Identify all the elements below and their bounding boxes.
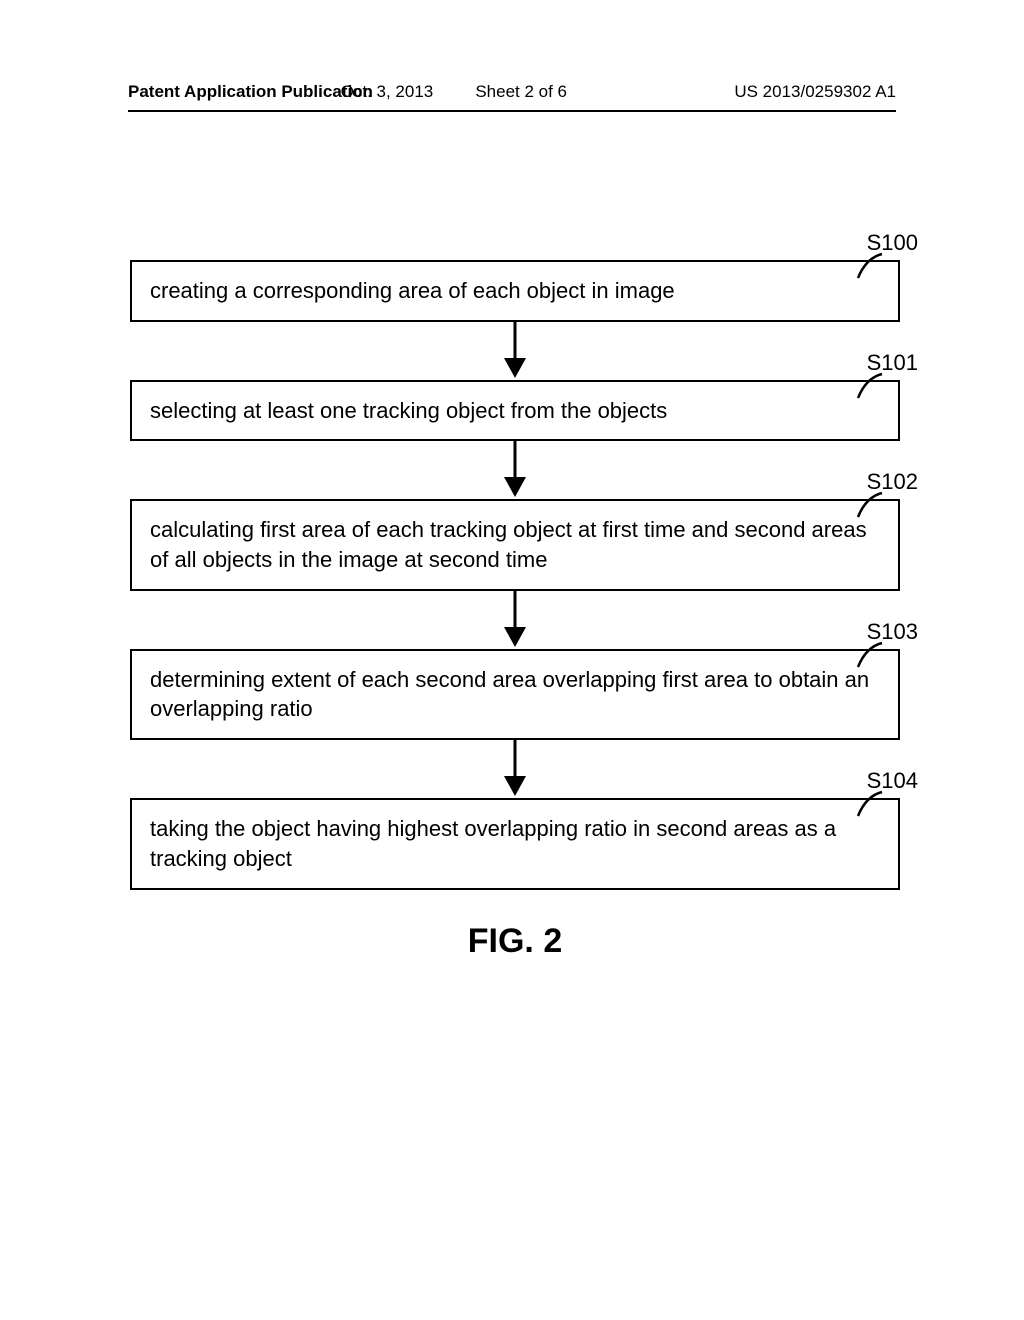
leader-line-icon xyxy=(856,372,884,400)
step-s104: S104 taking the object having highest ov… xyxy=(130,798,900,889)
arrow-head-icon xyxy=(504,627,526,647)
header-divider xyxy=(128,110,896,112)
step-s101: S101 selecting at least one tracking obj… xyxy=(130,380,900,442)
step-box: calculating first area of each tracking … xyxy=(130,499,900,590)
arrow-head-icon xyxy=(504,358,526,378)
step-s102: S102 calculating first area of each trac… xyxy=(130,499,900,590)
flow-arrow xyxy=(130,591,900,649)
leader-line-icon xyxy=(856,491,884,519)
header-sheet: Sheet 2 of 6 xyxy=(475,82,567,102)
figure-caption: FIG. 2 xyxy=(130,922,900,961)
leader-line-icon xyxy=(856,252,884,280)
leader-line-icon xyxy=(856,790,884,818)
step-s100: S100 creating a corresponding area of ea… xyxy=(130,260,900,322)
step-box: creating a corresponding area of each ob… xyxy=(130,260,900,322)
flow-arrow xyxy=(130,740,900,798)
step-box: determining extent of each second area o… xyxy=(130,649,900,740)
header-publication: Patent Application Publication xyxy=(128,82,373,102)
leader-line-icon xyxy=(856,641,884,669)
step-box: taking the object having highest overlap… xyxy=(130,798,900,889)
arrow-head-icon xyxy=(504,477,526,497)
flow-arrow xyxy=(130,441,900,499)
flow-arrow xyxy=(130,322,900,380)
header-date: Oct. 3, 2013 xyxy=(341,82,434,102)
flowchart: S100 creating a corresponding area of ea… xyxy=(130,260,900,961)
patent-header: Patent Application Publication Oct. 3, 2… xyxy=(0,82,1024,112)
header-patent-number: US 2013/0259302 A1 xyxy=(734,82,896,102)
arrow-head-icon xyxy=(504,776,526,796)
step-box: selecting at least one tracking object f… xyxy=(130,380,900,442)
header-row: Patent Application Publication Oct. 3, 2… xyxy=(128,82,896,102)
step-s103: S103 determining extent of each second a… xyxy=(130,649,900,740)
